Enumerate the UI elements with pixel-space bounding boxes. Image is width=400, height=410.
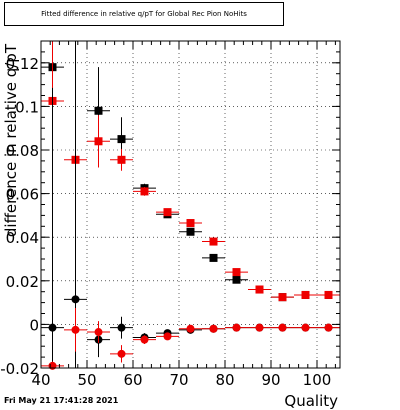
y-tick-label: 0.08 — [6, 142, 39, 160]
data-point-square — [186, 219, 195, 228]
plot-grid — [40, 41, 340, 369]
data-point-square — [255, 285, 264, 294]
y-tick-label: 0.12 — [6, 55, 39, 73]
y-tick-label: -0.02 — [0, 360, 39, 378]
data-point-circle — [117, 349, 126, 358]
data-point-circle — [301, 323, 310, 332]
data-point-circle — [186, 324, 195, 333]
data-marks — [41, 41, 340, 370]
x-tick-label: 40 — [31, 371, 50, 389]
chart-title-box: Fitted difference in relative q/pT for G… — [4, 2, 284, 26]
series-red-circles — [41, 308, 340, 370]
data-point-square — [140, 187, 149, 196]
data-point-square — [324, 290, 333, 299]
plot-frame — [40, 40, 341, 369]
series-black-squares — [41, 41, 340, 302]
data-point-square — [209, 237, 218, 246]
data-point-circle — [324, 323, 333, 332]
y-tick-label: 0.04 — [6, 229, 39, 247]
x-axis-label: Quality — [284, 392, 338, 410]
data-point-circle — [232, 323, 241, 332]
data-point-square — [278, 293, 287, 302]
data-point-square — [94, 137, 103, 146]
x-tick-label: 80 — [215, 371, 234, 389]
data-point-square — [163, 208, 172, 217]
data-point-circle — [163, 332, 172, 341]
chart-title: Fitted difference in relative q/pT for G… — [41, 10, 247, 18]
data-point-square — [94, 106, 103, 115]
y-tick-label: 0.06 — [6, 186, 39, 204]
x-tick-label: 100 — [303, 371, 332, 389]
x-tick-label: 50 — [77, 371, 96, 389]
y-tick-label: 0 — [29, 316, 39, 334]
x-tick-label: 60 — [123, 371, 142, 389]
data-point-circle — [71, 325, 80, 334]
data-point-circle — [255, 323, 264, 332]
data-point-square — [209, 253, 218, 262]
series-red-squares — [41, 41, 340, 302]
series-black-circles — [41, 41, 340, 368]
data-point-square — [232, 268, 241, 277]
data-point-circle — [209, 324, 218, 333]
data-point-circle — [117, 323, 126, 332]
data-point-circle — [140, 335, 149, 344]
axis-ticks: -0.02 0 0.02 0.04 0.06 0.08 0.1 0.12 40 50 60 70 80 9… — [0, 40, 340, 389]
data-point-square — [301, 290, 310, 299]
y-tick-label: 0.1 — [15, 98, 39, 116]
y-axis-label: difference in relative q/pT — [2, 43, 20, 237]
data-point-square — [117, 135, 126, 144]
data-point-circle — [48, 323, 57, 332]
x-tick-label: 70 — [169, 371, 188, 389]
data-point-circle — [94, 328, 103, 337]
data-point-square — [232, 275, 241, 284]
y-tick-label: 0.02 — [6, 273, 39, 291]
x-tick-label: 90 — [261, 371, 280, 389]
data-point-square — [117, 155, 126, 164]
footer-timestamp: Fri May 21 17:41:28 2021 — [4, 396, 119, 405]
data-point-square — [186, 227, 195, 236]
data-point-circle — [278, 323, 287, 332]
data-point-circle — [71, 295, 80, 304]
